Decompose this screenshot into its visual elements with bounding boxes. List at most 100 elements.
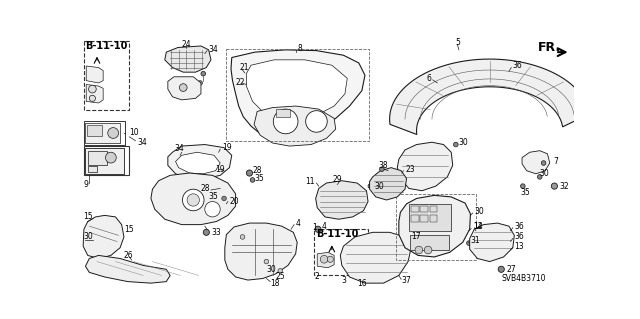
Circle shape [357,258,364,265]
Circle shape [179,84,187,92]
Text: 30: 30 [83,233,93,241]
Bar [314,229,368,275]
Circle shape [415,246,422,254]
Text: 4: 4 [322,222,326,231]
Polygon shape [168,77,201,100]
Bar [84,41,129,110]
Bar [84,146,129,175]
Text: 34: 34 [209,45,218,54]
Bar [429,215,437,221]
Text: 12: 12 [473,222,483,231]
Polygon shape [151,173,236,225]
Polygon shape [340,232,411,283]
Circle shape [306,111,327,132]
Circle shape [246,170,253,176]
Text: 24: 24 [182,40,191,49]
Circle shape [108,128,118,138]
Circle shape [327,256,333,262]
Text: 16: 16 [357,278,367,288]
Polygon shape [86,148,124,174]
Text: 2: 2 [314,272,319,281]
Text: SVB4B3710: SVB4B3710 [501,274,546,283]
Text: 15: 15 [83,212,93,221]
Circle shape [380,167,384,172]
Circle shape [198,81,202,85]
Circle shape [278,269,283,273]
Text: 7: 7 [553,157,557,166]
Circle shape [498,266,504,272]
Polygon shape [231,50,365,140]
Polygon shape [86,256,170,283]
Text: 35: 35 [520,188,531,197]
Text: 38: 38 [378,161,388,170]
Bar [410,235,449,250]
Polygon shape [246,60,348,120]
Text: 36: 36 [513,62,522,70]
Circle shape [187,194,200,206]
Circle shape [467,241,471,245]
Circle shape [90,95,95,101]
Text: 14: 14 [473,222,483,231]
Circle shape [182,189,204,211]
Polygon shape [316,181,368,219]
Polygon shape [225,223,297,280]
Text: 30: 30 [459,138,468,147]
Text: 3: 3 [342,276,347,285]
Text: 34: 34 [174,144,184,153]
Circle shape [240,235,245,239]
Circle shape [348,258,355,265]
Bar [420,215,428,221]
Text: 11: 11 [305,177,315,186]
Bar [88,151,107,165]
Text: 35: 35 [209,192,218,201]
Text: 28: 28 [253,166,262,175]
Circle shape [454,142,458,147]
Polygon shape [397,142,452,191]
Text: 34: 34 [137,138,147,147]
Bar [420,206,428,212]
Text: 1: 1 [312,223,317,232]
Text: 37: 37 [401,276,411,285]
Bar [411,215,419,221]
Text: 30: 30 [374,182,384,191]
Text: 6: 6 [427,74,431,83]
Text: 27: 27 [507,265,516,274]
Text: 36: 36 [515,233,524,241]
Circle shape [273,109,298,134]
Polygon shape [83,215,124,258]
Text: 22: 22 [236,78,245,87]
Text: 31: 31 [470,236,480,245]
Polygon shape [86,85,103,103]
Circle shape [520,184,525,189]
Polygon shape [175,152,220,174]
Bar [88,166,97,172]
Circle shape [315,226,321,232]
Text: 10: 10 [129,129,139,137]
Polygon shape [86,66,103,83]
Text: B-11-10: B-11-10 [316,229,358,239]
Text: 36: 36 [515,222,524,231]
Text: 20: 20 [230,197,239,206]
Polygon shape [317,252,334,268]
Circle shape [320,256,328,263]
Bar [396,194,476,260]
Text: 32: 32 [559,182,568,191]
Bar [87,125,102,136]
Circle shape [368,184,372,189]
Circle shape [541,161,546,165]
Text: 33: 33 [211,228,221,237]
Text: 26: 26 [124,251,134,260]
Circle shape [264,259,269,264]
Text: B-11-10: B-11-10 [84,41,127,51]
Text: 18: 18 [270,278,280,288]
Text: 13: 13 [515,242,524,251]
Text: 21: 21 [239,63,249,72]
Text: FR.: FR. [538,41,561,54]
Text: 29: 29 [333,175,342,184]
Circle shape [538,174,542,179]
Bar [409,204,451,231]
Circle shape [221,196,227,201]
Text: 19: 19 [221,143,232,152]
Text: 9: 9 [83,180,88,189]
Polygon shape [164,46,211,72]
